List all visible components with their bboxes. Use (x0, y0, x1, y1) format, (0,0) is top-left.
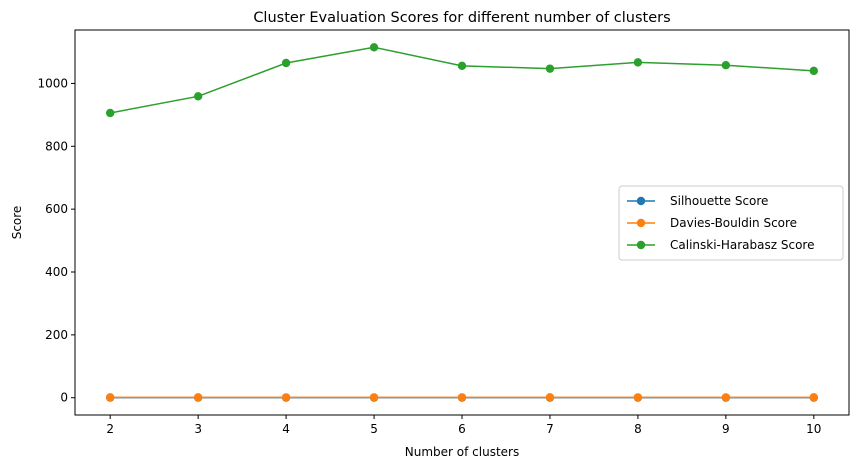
legend-marker-2 (636, 240, 646, 250)
data-point-1 (545, 393, 555, 402)
data-point-2 (457, 61, 467, 71)
x-tick-label: 7 (546, 422, 554, 436)
data-point-2 (193, 92, 203, 101)
x-tick-label: 5 (370, 422, 378, 436)
data-point-2 (721, 60, 731, 70)
x-tick-label: 3 (194, 422, 202, 436)
legend: Silhouette Score Davies-Bouldin Score Cali… (618, 185, 844, 261)
data-point-2 (105, 108, 115, 118)
data-point-1 (105, 393, 115, 402)
y-tick-label: 200 (45, 328, 68, 342)
x-tick-label: 6 (458, 422, 466, 436)
data-point-1 (281, 393, 291, 402)
legend-label-2: Calinski-Harabasz Score (670, 238, 814, 252)
data-point-2 (369, 43, 379, 52)
data-point-1 (369, 393, 379, 402)
series-layer (105, 43, 819, 402)
data-point-2 (545, 64, 555, 73)
data-point-2 (809, 66, 819, 76)
y-tick-label: 400 (45, 265, 68, 279)
data-point-1 (721, 393, 731, 402)
x-axis: 2 3 4 5 6 7 8 9 10 (106, 415, 821, 436)
data-point-1 (457, 393, 467, 402)
data-point-1 (633, 393, 643, 402)
series-line-2 (110, 46, 814, 114)
legend-marker-0 (636, 196, 646, 206)
y-tick-label: 1000 (37, 76, 68, 90)
x-tick-label: 8 (634, 422, 642, 436)
chart-title: Cluster Evaluation Scores for different … (253, 10, 670, 26)
y-axis-title: Score (10, 206, 24, 240)
x-tick-label: 9 (722, 422, 730, 436)
data-point-1 (193, 393, 203, 402)
legend-label-0: Silhouette Score (670, 194, 768, 208)
y-axis: 0 200 400 600 800 1000 (37, 76, 75, 405)
legend-label-1: Davies-Bouldin Score (670, 216, 797, 230)
data-point-2 (633, 58, 643, 67)
x-tick-label: 4 (282, 422, 290, 436)
legend-box (618, 185, 844, 261)
y-tick-label: 600 (45, 202, 68, 216)
x-axis-title: Number of clusters (405, 445, 519, 459)
x-tick-label: 10 (806, 422, 821, 436)
data-point-2 (281, 58, 291, 68)
data-point-1 (809, 393, 819, 402)
legend-marker-1 (636, 218, 646, 228)
y-tick-label: 800 (45, 139, 68, 153)
y-tick-label: 0 (60, 391, 68, 405)
x-tick-label: 2 (106, 422, 114, 436)
